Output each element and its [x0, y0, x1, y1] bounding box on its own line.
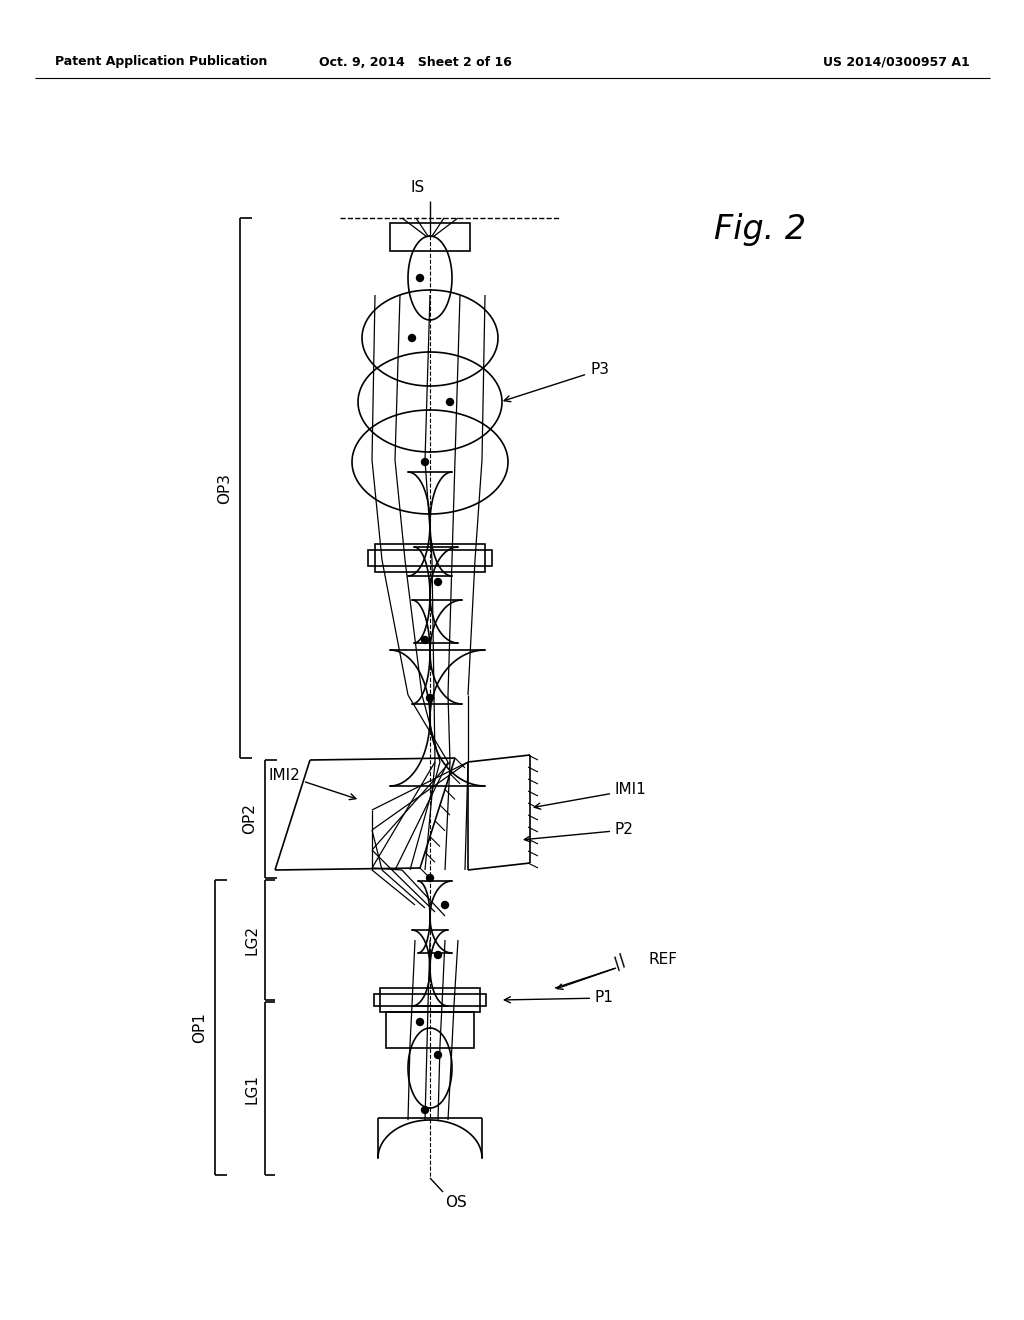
Circle shape	[434, 1052, 441, 1059]
Bar	[380, 987, 480, 1012]
Bar	[390, 223, 470, 251]
Circle shape	[409, 334, 416, 342]
Text: IMI1: IMI1	[535, 783, 647, 809]
Circle shape	[417, 1019, 424, 1026]
Bar	[374, 994, 486, 1006]
Circle shape	[422, 458, 428, 466]
Text: Patent Application Publication: Patent Application Publication	[55, 55, 267, 69]
Text: IS: IS	[411, 180, 425, 195]
Text: P3: P3	[504, 363, 609, 401]
Text: //: //	[610, 952, 630, 973]
Text: OP2: OP2	[242, 804, 257, 834]
Circle shape	[446, 399, 454, 405]
Circle shape	[422, 636, 428, 644]
Bar	[386, 1012, 474, 1048]
Text: REF: REF	[648, 953, 677, 968]
Text: LG2: LG2	[244, 925, 259, 954]
Text: P2: P2	[524, 822, 634, 842]
Circle shape	[434, 578, 441, 586]
Circle shape	[427, 694, 433, 701]
Text: US 2014/0300957 A1: US 2014/0300957 A1	[823, 55, 970, 69]
Bar	[368, 550, 492, 566]
Text: OP3: OP3	[217, 473, 232, 503]
Circle shape	[417, 275, 424, 281]
Circle shape	[441, 902, 449, 908]
Text: OS: OS	[445, 1195, 467, 1210]
Bar	[375, 544, 485, 572]
Circle shape	[427, 874, 433, 882]
Text: IMI2: IMI2	[268, 767, 356, 800]
Circle shape	[422, 1106, 428, 1114]
Circle shape	[434, 952, 441, 958]
Text: P1: P1	[505, 990, 613, 1006]
Text: Fig. 2: Fig. 2	[714, 214, 806, 247]
Text: LG1: LG1	[244, 1073, 259, 1104]
Text: OP1: OP1	[193, 1012, 207, 1043]
Text: Oct. 9, 2014   Sheet 2 of 16: Oct. 9, 2014 Sheet 2 of 16	[318, 55, 511, 69]
